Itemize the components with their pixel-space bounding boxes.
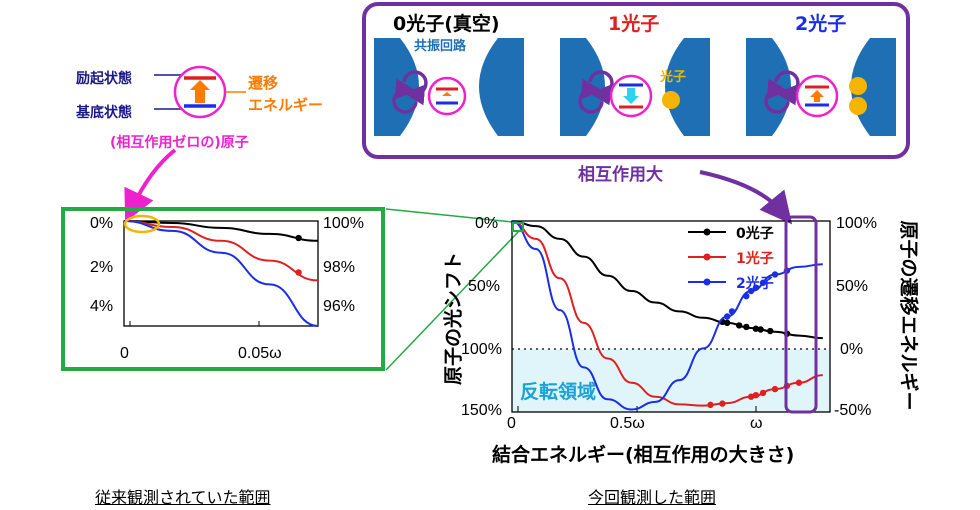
series-point-0 [295, 234, 302, 242]
series-line-0 [123, 220, 319, 242]
series-point-2 [743, 292, 750, 300]
series-line-0 [511, 220, 823, 340]
main-x-tick: 0.5ω [610, 415, 645, 432]
atom-diagram [154, 65, 246, 119]
y-right-axis-title: 原子の遷移エネルギー [897, 220, 920, 411]
series-point-2 [752, 284, 760, 291]
series-point-0 [757, 326, 764, 333]
inset-y-right-tick: 96% [323, 298, 356, 315]
series-line-2 [123, 220, 319, 327]
main-x-tick: ω [750, 415, 763, 432]
inset-chart-frame [61, 207, 385, 371]
main-y-left-tick: 50% [468, 278, 501, 295]
inset-x-tick: 0 [120, 345, 129, 362]
series-point-2 [728, 308, 736, 315]
main-y-right-tick: 100% [836, 215, 877, 232]
resonator-diagrams [374, 38, 896, 136]
series-point-2 [759, 279, 767, 286]
legend-marker-1 [703, 253, 711, 261]
series-line-2 [511, 220, 823, 411]
ground-state-label: 基底状態 [76, 105, 132, 121]
main-x-tick: 0 [507, 415, 516, 432]
y-left-axis-title: 原子の光シフト [442, 252, 465, 386]
series-point-1 [795, 379, 803, 386]
main-y-right-tick: 50% [836, 278, 869, 295]
series-point-1 [295, 269, 302, 276]
x-axis-title: 結合エネルギー(相互作用の大きさ) [492, 444, 795, 466]
series-point-2 [771, 271, 779, 278]
inset-y-left-tick: 2% [90, 259, 114, 276]
atom-caption: (相互作用ゼロの)原子 [110, 135, 249, 151]
inset-y-left-tick: 0% [90, 215, 114, 232]
inversion-label: 反転領域 [520, 381, 597, 403]
main-y-right-tick: 0% [840, 341, 864, 358]
series-point-2 [723, 313, 731, 320]
legend-label-2: 2光子 [736, 276, 774, 292]
series-point-1 [752, 391, 760, 399]
main-y-right-tick: -50% [834, 402, 872, 419]
series-point-2 [747, 287, 755, 295]
legend-marker-2 [703, 278, 711, 286]
inset-x-tick: 0.05ω [238, 345, 282, 362]
main-y-left-tick: 150% [461, 402, 502, 419]
series-point-0 [735, 322, 743, 329]
legend-label-1: 1光子 [736, 251, 774, 267]
highlight-box [784, 215, 818, 414]
legend-label-0: 0光子 [736, 226, 774, 242]
current-range-caption: 今回観測した範囲 [588, 488, 717, 507]
photon-label: 光子 [660, 70, 687, 85]
excited-state-label: 励起状態 [76, 71, 132, 87]
title-0-photon: 0光子(真空) [393, 13, 500, 35]
resonator-label: 共振回路 [414, 39, 467, 54]
interaction-large-label: 相互作用大 [578, 165, 663, 185]
legend [688, 228, 726, 286]
inset-y-right-tick: 98% [323, 259, 356, 276]
inset-y-right-tick: 100% [323, 215, 364, 232]
main-y-left-tick: 0% [475, 215, 499, 232]
title-1-photon: 1光子 [608, 13, 660, 35]
series-point-0 [752, 325, 760, 332]
previous-range-caption: 従来観測されていた範囲 [95, 488, 271, 507]
energy-label: エネルギー [248, 96, 324, 114]
resonator-1 [560, 38, 710, 136]
main-y-left-tick: 100% [461, 341, 502, 358]
series-point-1 [707, 401, 714, 409]
series-line-1 [511, 220, 823, 407]
series-point-0 [723, 319, 731, 327]
transition-label: 遷移 [248, 74, 279, 92]
title-2-photon: 2光子 [795, 13, 847, 35]
series-point-0 [767, 327, 774, 335]
series-point-0 [743, 323, 750, 331]
resonator-2 [746, 38, 896, 136]
legend-marker-0 [703, 228, 711, 236]
series-point-1 [771, 385, 779, 393]
resonator-0 [374, 38, 524, 136]
series-point-1 [719, 400, 726, 407]
inset-y-left-tick: 4% [90, 298, 114, 315]
series-point-1 [759, 389, 767, 397]
